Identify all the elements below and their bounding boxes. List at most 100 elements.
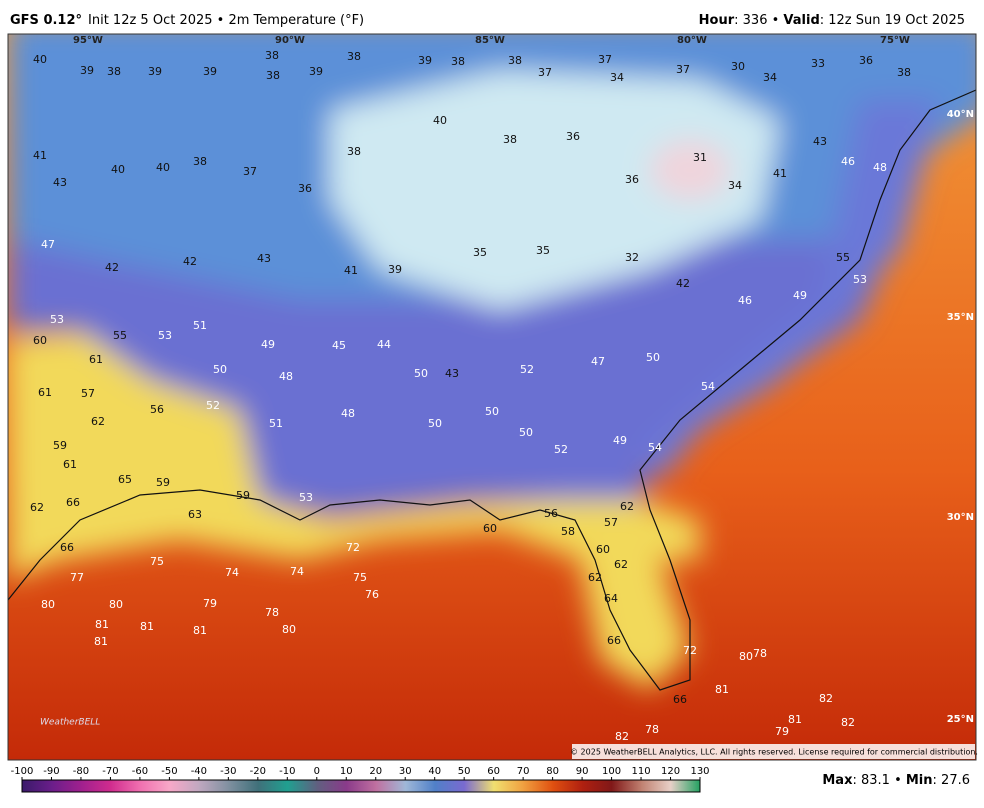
min: 27.6	[941, 773, 970, 788]
colorbar-segment	[139, 780, 170, 792]
temperature-label: 42	[183, 255, 197, 268]
temperature-label: 43	[813, 135, 827, 148]
temperature-label: 38	[347, 145, 361, 158]
min-label: Min	[906, 773, 933, 788]
valid-label: Valid	[783, 13, 819, 28]
temperature-label: 40	[33, 53, 47, 66]
colorbar-segment	[434, 780, 465, 792]
temperature-label: 52	[520, 363, 534, 376]
temperature-label: 56	[544, 507, 558, 520]
warm-zone	[8, 330, 700, 690]
temperature-label: 82	[841, 716, 855, 729]
colorbar-frame	[21, 779, 701, 793]
colorbar-tick-label: 50	[458, 766, 471, 777]
temperature-label: 60	[33, 334, 47, 347]
temperature-label: 79	[203, 597, 217, 610]
temperature-label: 81	[95, 618, 109, 631]
temperature-label: 38	[266, 69, 280, 82]
temperature-label: 58	[561, 525, 575, 538]
temperature-label: 30	[731, 60, 745, 73]
colorbar-tick-label: 40	[428, 766, 441, 777]
header-right: Hour: 336 • Valid: 12z Sun 19 Oct 2025	[699, 13, 965, 28]
temperature-label: 56	[150, 403, 164, 416]
footer: Max: 83.1 • Min: 27.6	[822, 773, 970, 788]
temperature-label: 50	[428, 417, 442, 430]
temperature-label: 43	[257, 252, 271, 265]
colorbar-segment	[523, 780, 554, 792]
lat-label: 30°N	[947, 512, 974, 523]
temperature-label: 43	[53, 176, 67, 189]
temperature-label: 62	[30, 501, 44, 514]
temperature-label: 41	[773, 167, 787, 180]
lat-label: 35°N	[947, 312, 974, 323]
pink-zone	[650, 140, 730, 200]
temperature-label: 74	[290, 565, 304, 578]
temperature-label: 44	[377, 338, 391, 351]
colorbar-tick-label: 60	[487, 766, 500, 777]
temperature-label: 82	[819, 692, 833, 705]
temperature-label: 40	[433, 114, 447, 127]
colorbar-tick-label: -100	[11, 766, 34, 777]
colon: :	[852, 773, 861, 788]
colorbar-segment	[405, 780, 436, 792]
colon: :	[933, 773, 942, 788]
coastal-water	[640, 100, 940, 480]
temperature-label: 39	[418, 54, 432, 67]
temperature-label: 38	[503, 133, 517, 146]
temperature-label: 80	[41, 598, 55, 611]
colorbar-segment	[582, 780, 613, 792]
valid: : 12z Sun 19 Oct 2025	[820, 13, 965, 28]
colorbar-segment	[287, 780, 318, 792]
colorbar-tick-label: -10	[279, 766, 295, 777]
temperature-label: 55	[836, 251, 850, 264]
colorbar-tick-label: 120	[661, 766, 680, 777]
temperature-label: 49	[793, 289, 807, 302]
colorbar-tick-label: -60	[132, 766, 148, 777]
colorbar-tick-label: 30	[399, 766, 412, 777]
temperature-label: 81	[94, 635, 108, 648]
colorbar-tick-label: 70	[517, 766, 530, 777]
colorbar-tick-label: 80	[546, 766, 559, 777]
temperature-label: 57	[81, 387, 95, 400]
colorbar-tick-label: 0	[314, 766, 320, 777]
temperature-label: 54	[701, 380, 715, 393]
temperature-label: 77	[70, 571, 84, 584]
hour: : 336 •	[734, 13, 783, 28]
cool-zone	[8, 230, 900, 515]
temperature-label: 47	[591, 355, 605, 368]
temperature-label: 38	[265, 49, 279, 62]
colorbar-segment	[316, 780, 347, 792]
map: 40 39 38 39 39 38 38 39 38 39 38 38 37 37 34 37 30 34 33 36…	[8, 34, 976, 760]
temperature-label: 50	[414, 367, 428, 380]
colorbar-tick-label: -80	[73, 766, 89, 777]
colorbar-segment	[464, 780, 495, 792]
colorbar-segment	[22, 780, 52, 792]
colorbar-tick-label: -50	[161, 766, 177, 777]
temperature-label: 53	[158, 329, 172, 342]
temperature-label: 82	[615, 730, 629, 743]
temperature-labels: 40 39 38 39 39 38 38 39 38 39 38 38 37 37 34 37 30 34 33 36…	[30, 49, 911, 743]
lon-label: 90°W	[275, 35, 305, 46]
temperature-label: 41	[33, 149, 47, 162]
temperature-label: 66	[66, 496, 80, 509]
colorbar-tick-label: 110	[631, 766, 650, 777]
temperature-label: 39	[80, 64, 94, 77]
temperature-label: 50	[213, 363, 227, 376]
temperature-label: 52	[206, 399, 220, 412]
temperature-label: 52	[554, 443, 568, 456]
temperature-label: 66	[673, 693, 687, 706]
temperature-label: 45	[332, 339, 346, 352]
colorbar-segment	[641, 780, 672, 792]
temperature-label: 36	[298, 182, 312, 195]
temperature-field	[8, 34, 976, 690]
colorbar-segment	[51, 780, 82, 792]
colorbar-segment	[228, 780, 259, 792]
lon-label: 95°W	[73, 35, 103, 46]
colorbar-segment	[670, 780, 701, 792]
temperature-label: 38	[107, 65, 121, 78]
header-left: GFS 0.12° Init 12z 5 Oct 2025 • 2m Temper…	[10, 13, 364, 28]
temperature-label: 75	[353, 571, 367, 584]
colorbar-segment	[80, 780, 111, 792]
colorbar: -100 -90 -80 -70 -60 -50 -40 -30 -20 -10 0 10 20 30 40…	[11, 766, 710, 793]
temperature-label: 81	[140, 620, 154, 633]
